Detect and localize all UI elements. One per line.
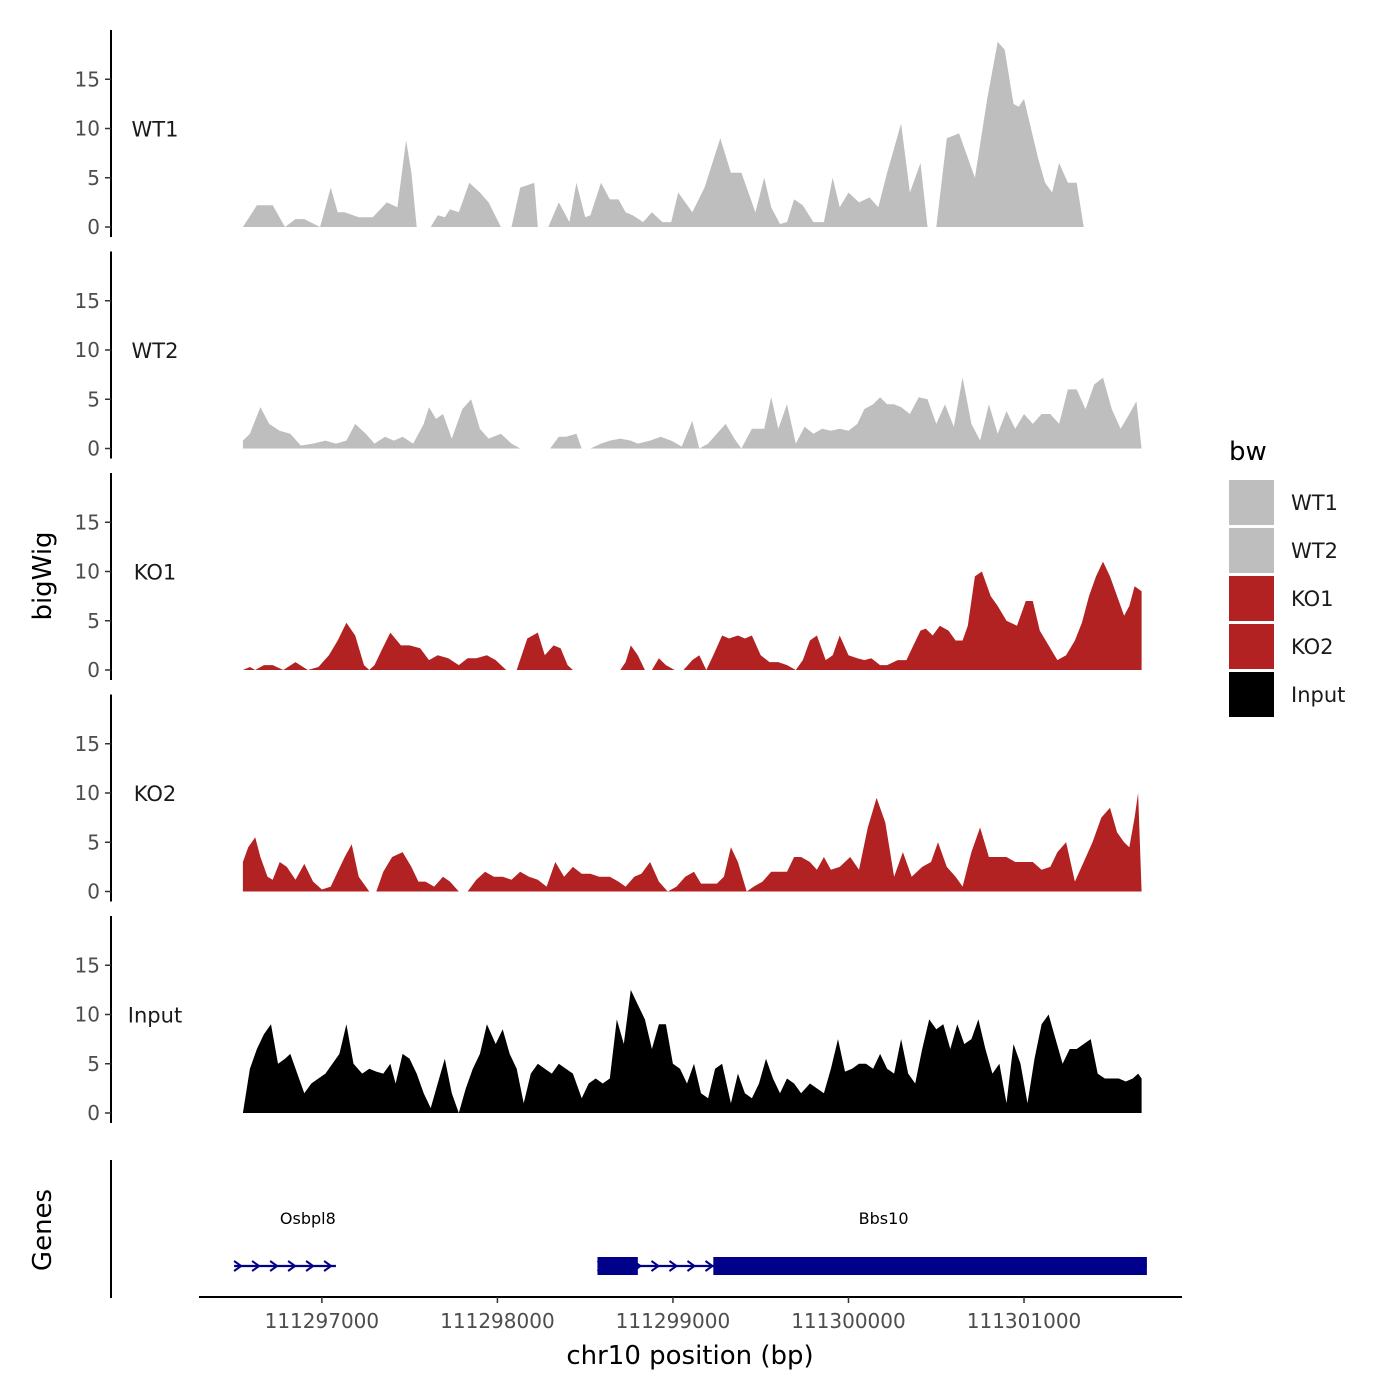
signal-area-wt1 <box>242 41 1142 227</box>
y-tick-label: 5 <box>87 166 100 190</box>
x-tick-label: 111301000 <box>967 1309 1082 1333</box>
legend-entry-ko2: KO2 <box>1229 624 1334 669</box>
gene-bbs10: Bbs10 <box>596 1209 1147 1275</box>
x-tick-label: 111298000 <box>440 1309 555 1333</box>
y-tick-label: 15 <box>75 953 100 977</box>
track-ko1: 0 5 10 15 KO1 <box>75 473 1142 682</box>
signal-area-ko2 <box>242 793 1142 892</box>
y-tick-label: 5 <box>87 609 100 633</box>
strand-arrow <box>233 1260 243 1272</box>
legend-swatch <box>1229 480 1274 525</box>
y-tick-label: 0 <box>87 1101 100 1125</box>
strand-arrow <box>686 1260 697 1272</box>
strand-arrow <box>668 1260 679 1272</box>
y-tick-label: 10 <box>75 338 100 362</box>
legend-entry-wt1: WT1 <box>1229 480 1338 525</box>
track-label: KO1 <box>134 560 177 584</box>
track-label: KO2 <box>134 782 177 806</box>
y-axis-title: bigWig <box>28 531 58 620</box>
strand-arrow <box>251 1260 261 1272</box>
legend-swatch <box>1229 528 1274 573</box>
y-tick-label: 10 <box>75 560 100 584</box>
exon-block <box>713 1257 1147 1275</box>
y-tick-label: 10 <box>75 781 100 805</box>
legend: bw WT1 WT2 KO1 KO2 Input <box>1229 437 1345 717</box>
y-tick-label: 10 <box>75 1003 100 1027</box>
track-ko2: 0 5 10 15 KO2 <box>75 694 1142 904</box>
gene-osbpl8: Osbpl8 <box>233 1209 336 1272</box>
x-tick-label: 111297000 <box>265 1309 380 1333</box>
genes-track-title: Genes <box>28 1189 58 1271</box>
legend-swatch <box>1229 576 1274 621</box>
legend-label: WT1 <box>1291 491 1338 515</box>
track-label: Input <box>128 1003 182 1027</box>
track-label: WT2 <box>132 339 179 363</box>
signal-area-input <box>242 989 1142 1113</box>
legend-label: WT2 <box>1291 539 1338 563</box>
x-axis-title: chr10 position (bp) <box>566 1341 813 1371</box>
legend-swatch <box>1229 624 1274 669</box>
y-tick-label: 5 <box>87 1052 100 1076</box>
y-tick-label: 0 <box>87 658 100 682</box>
y-tick-label: 15 <box>75 510 100 534</box>
track-input: 0 5 10 15 Input <box>75 916 1142 1125</box>
y-tick-label: 5 <box>87 387 100 411</box>
legend-entry-ko1: KO1 <box>1229 576 1334 621</box>
signal-area-ko1 <box>242 561 1142 670</box>
y-tick-label: 0 <box>87 880 100 904</box>
tracks-layer: 0 5 10 15 WT1 0 5 10 15 WT2 0 5 10 15 KO1 0 5 10 15 KO2 0 5 10… <box>75 30 1142 1125</box>
strand-arrow <box>269 1260 279 1272</box>
gene-label: Osbpl8 <box>280 1209 336 1228</box>
y-tick-label: 15 <box>75 289 100 313</box>
exon-block <box>597 1257 638 1275</box>
legend-swatch <box>1229 672 1274 717</box>
track-wt1: 0 5 10 15 WT1 <box>75 30 1142 239</box>
y-tick-label: 5 <box>87 830 100 854</box>
x-tick-label: 111299000 <box>616 1309 731 1333</box>
strand-arrow <box>287 1260 297 1272</box>
genes-layer: Osbpl8 Bbs10 <box>110 1160 1147 1298</box>
legend-label: KO2 <box>1291 635 1334 659</box>
signal-area-wt2 <box>242 377 1142 449</box>
legend-label: Input <box>1291 683 1345 707</box>
legend-label: KO1 <box>1291 587 1334 611</box>
legend-title: bw <box>1229 437 1267 467</box>
track-wt2: 0 5 10 15 WT2 <box>75 251 1142 461</box>
y-tick-label: 0 <box>87 215 100 239</box>
strand-arrow <box>704 1260 715 1272</box>
gene-label: Bbs10 <box>859 1209 909 1228</box>
strand-arrow <box>305 1260 315 1272</box>
y-tick-label: 10 <box>75 117 100 141</box>
strand-arrow <box>650 1260 661 1272</box>
legend-entry-input: Input <box>1229 672 1345 717</box>
y-tick-label: 15 <box>75 732 100 756</box>
y-tick-label: 15 <box>75 67 100 91</box>
track-label: WT1 <box>132 117 179 141</box>
legend-entry-wt2: WT2 <box>1229 528 1338 573</box>
x-tick-label: 111300000 <box>791 1309 906 1333</box>
x-axis: 111297000 111298000 111299000 111300000 1113… <box>199 1296 1182 1333</box>
y-tick-label: 0 <box>87 437 100 461</box>
strand-arrow <box>323 1260 333 1272</box>
